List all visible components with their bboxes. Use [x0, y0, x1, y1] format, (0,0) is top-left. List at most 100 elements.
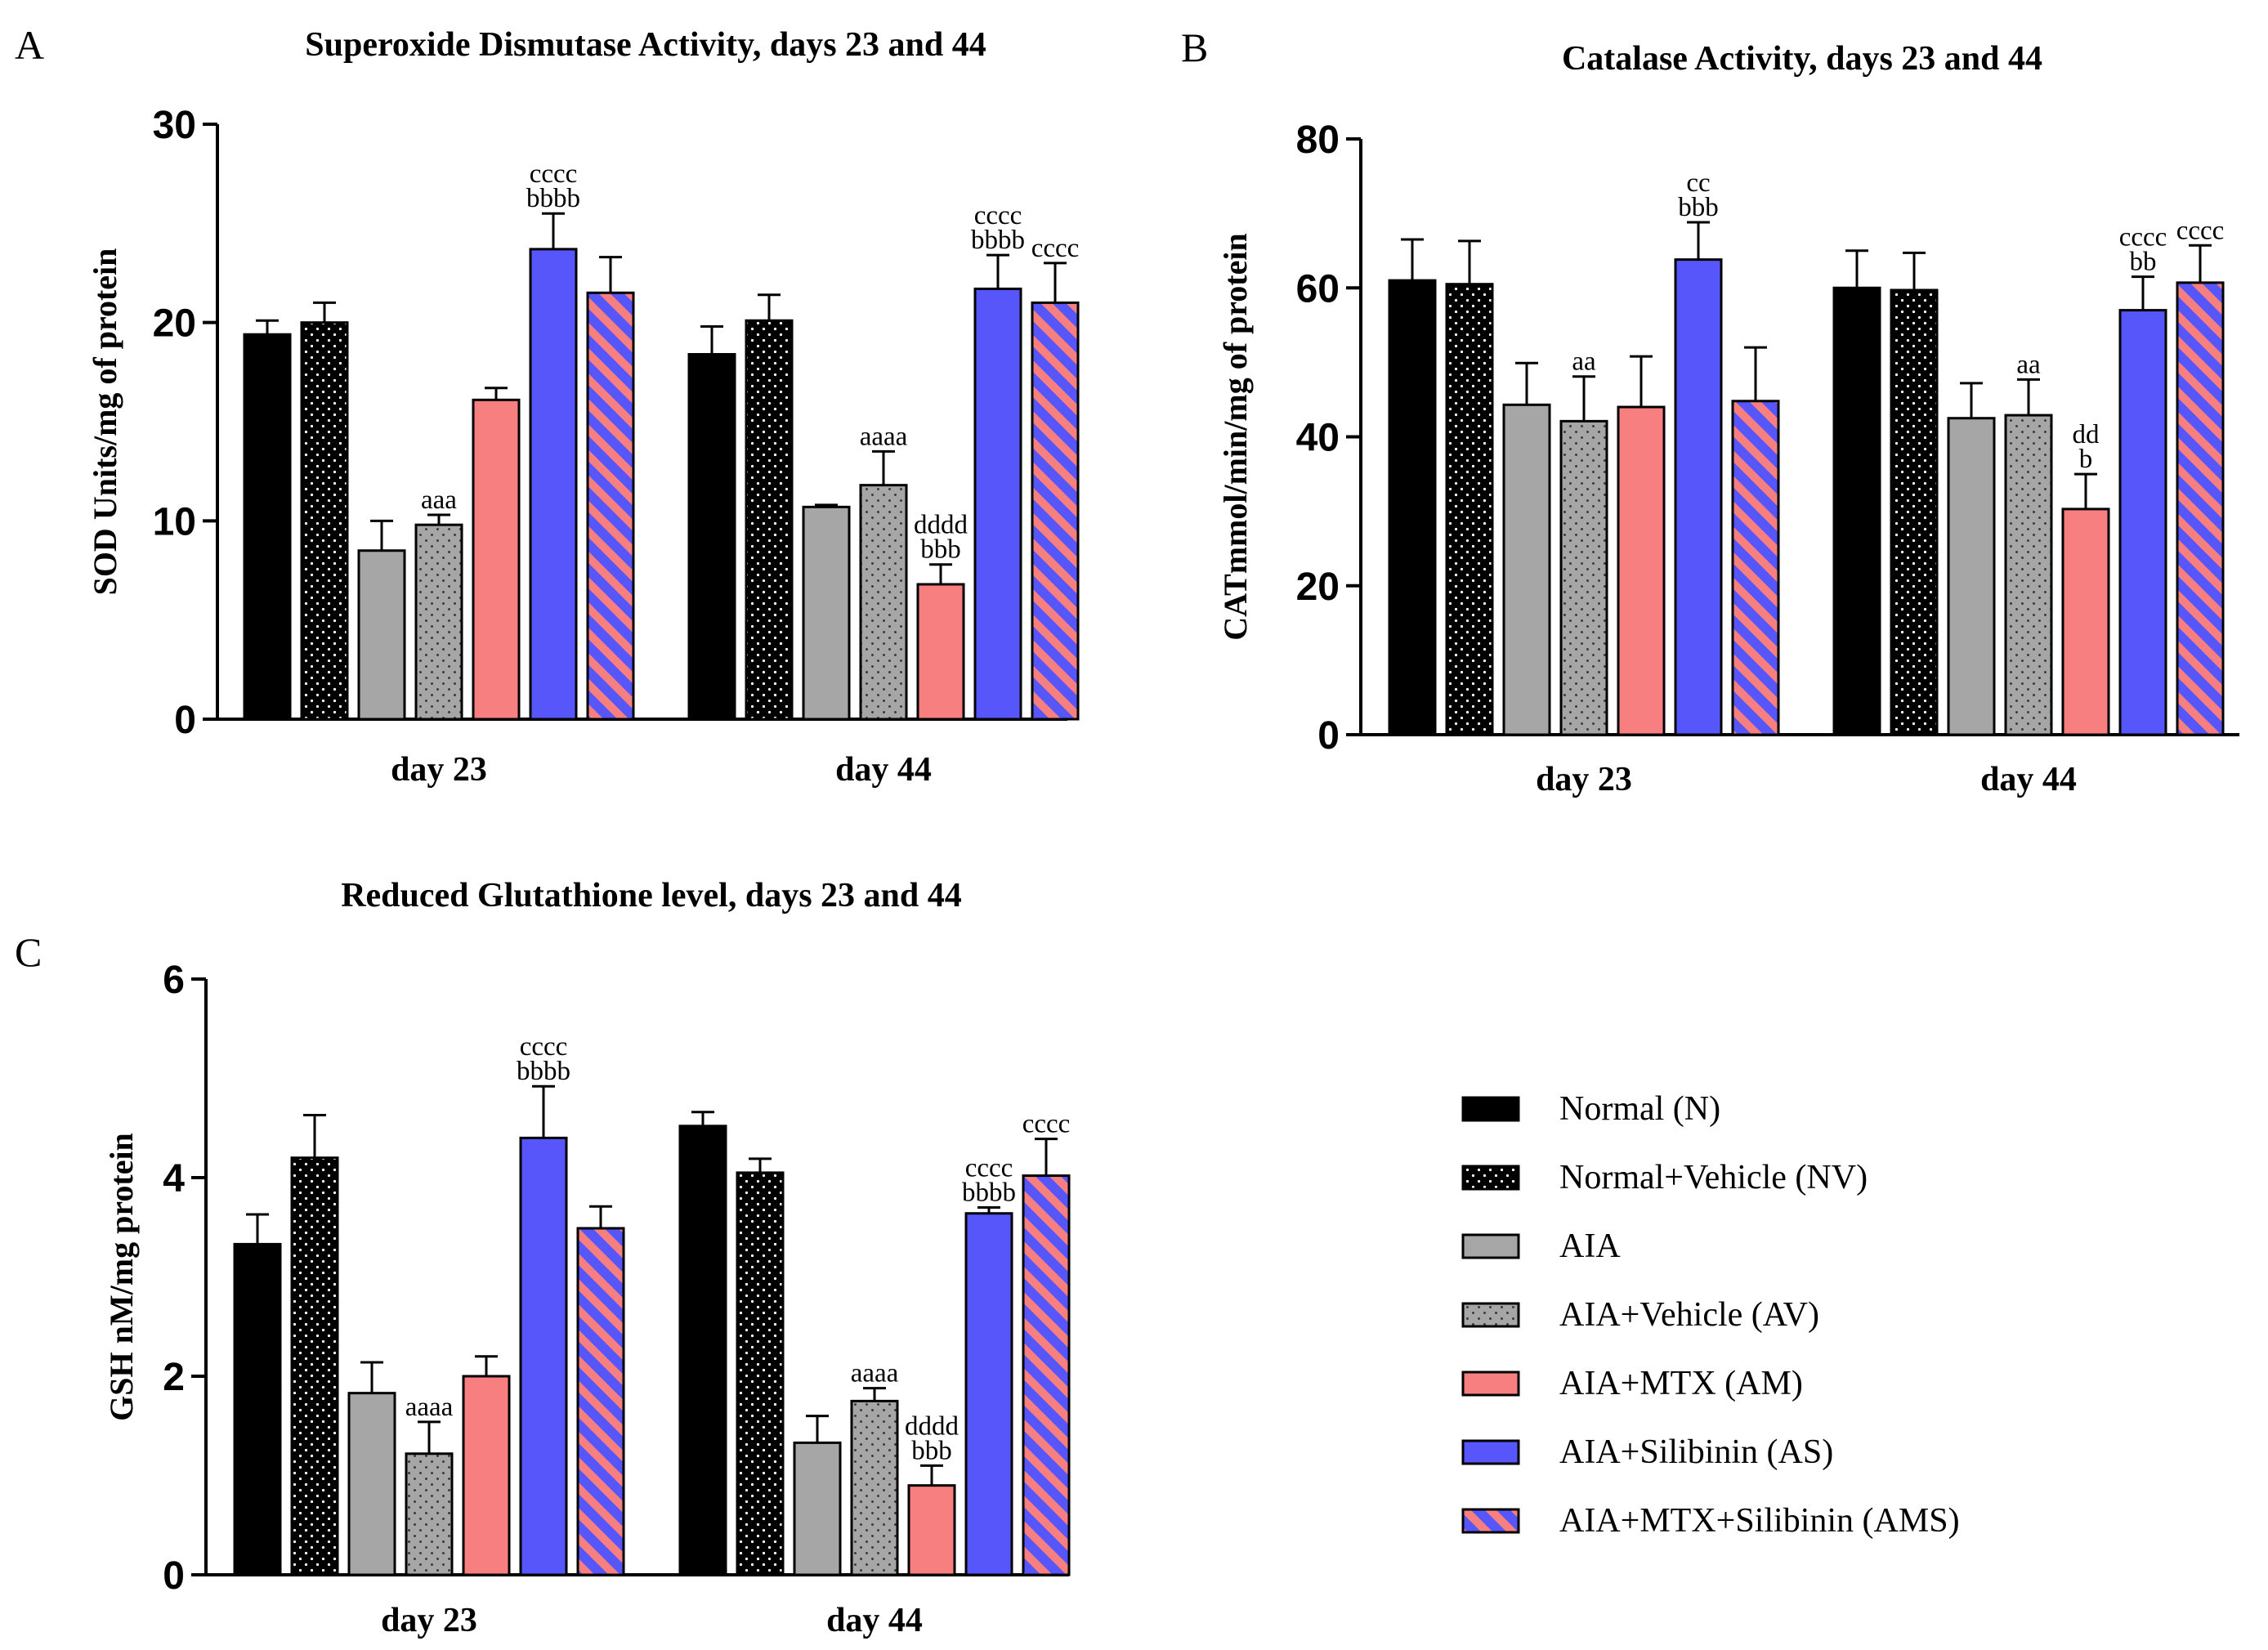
y-tick-label: 20 — [153, 302, 196, 346]
legend-swatch-aia-mtx-am — [1461, 1371, 1520, 1397]
chart-title: Catalase Activity, days 23 and 44 — [1562, 40, 2042, 78]
y-tick-label: 80 — [1296, 118, 1340, 162]
significance-label: bbbb — [971, 226, 1025, 255]
y-tick-label: 20 — [1296, 566, 1340, 609]
bar-aia-mtx-am-day-44 — [907, 1484, 956, 1576]
bar-aia-mtx-silibinin-ams-day-44 — [2176, 281, 2225, 736]
legend-label: AIA+Vehicle (AV) — [1559, 1296, 1819, 1334]
y-axis-label: CATmmol/min/mg of protein — [1217, 233, 1254, 641]
x-category-label: day 44 — [1980, 761, 2077, 798]
y-tick-label: 60 — [1296, 267, 1340, 311]
bar-normal-n-day-44 — [1832, 286, 1881, 736]
y-tick-label: 0 — [163, 1554, 185, 1598]
sod-chart: Superoxide Dismutase Activity, days 23 a… — [87, 26, 1080, 789]
legend-label: AIA+Silibinin (AS) — [1559, 1433, 1833, 1471]
bar-normal-vehicle-nv-day-23 — [290, 1156, 339, 1576]
bar-aia-day-23 — [1502, 403, 1551, 736]
significance-label: cccc — [2119, 223, 2167, 253]
bar-aia-silibinin-as-day-23 — [1674, 258, 1723, 736]
bar-aia-mtx-silibinin-ams-day-44 — [1022, 1174, 1071, 1576]
significance-label: aa — [2016, 350, 2041, 379]
bar-normal-vehicle-nv-day-23 — [1445, 283, 1494, 736]
bar-aia-day-44 — [793, 1441, 842, 1576]
y-tick-label: 0 — [174, 699, 196, 742]
significance-label: cc — [1686, 168, 1710, 198]
significance-label: cccc — [1022, 1110, 1071, 1139]
significance-label: aaaa — [860, 422, 908, 451]
bar-normal-vehicle-nv-day-44 — [745, 319, 794, 721]
y-tick-label: 6 — [163, 959, 185, 1002]
legend-swatch-normal-vehicle-nv — [1461, 1165, 1520, 1191]
bar-aia-silibinin-as-day-44 — [973, 287, 1022, 721]
y-tick-label: 0 — [1317, 714, 1340, 758]
bar-aia-day-23 — [357, 549, 406, 721]
significance-label: aaaa — [405, 1393, 454, 1422]
gsh-chart: Reduced Glutathione level, days 23 and 4… — [103, 877, 1071, 1639]
y-tick-label: 2 — [163, 1356, 185, 1399]
legend-label: Normal+Vehicle (NV) — [1559, 1159, 1868, 1196]
bar-aia-vehicle-av-day-23 — [414, 523, 463, 721]
significance-label: bb — [2130, 248, 2157, 277]
legend-label: AIA — [1559, 1227, 1621, 1265]
significance-label: aaa — [421, 485, 457, 515]
bar-aia-vehicle-av-day-44 — [859, 484, 908, 721]
x-category-label: day 23 — [391, 751, 487, 789]
bar-aia-mtx-silibinin-ams-day-23 — [576, 1227, 625, 1576]
y-tick-label: 4 — [163, 1157, 185, 1201]
bar-aia-mtx-silibinin-ams-day-44 — [1031, 301, 1080, 721]
legend-swatch-normal-n — [1461, 1096, 1520, 1122]
bar-aia-silibinin-as-day-23 — [519, 1136, 568, 1576]
bar-aia-silibinin-as-day-44 — [964, 1212, 1013, 1576]
x-category-label: day 44 — [826, 1602, 923, 1639]
legend-swatch-aia-mtx-silibinin-ams — [1461, 1508, 1520, 1534]
bar-normal-n-day-23 — [243, 333, 292, 721]
significance-label: cccc — [530, 159, 578, 189]
x-category-label: day 44 — [835, 751, 932, 789]
significance-label: bbb — [1678, 193, 1719, 222]
legend-swatch-aia — [1461, 1233, 1520, 1259]
bar-aia-vehicle-av-day-23 — [1559, 419, 1608, 736]
bar-normal-vehicle-nv-day-44 — [736, 1171, 785, 1576]
significance-label: cccc — [1031, 234, 1080, 263]
panel-letter-c: C — [15, 929, 42, 975]
chart-title: Superoxide Dismutase Activity, days 23 a… — [305, 26, 986, 64]
y-tick-label: 30 — [153, 104, 196, 147]
bar-normal-n-day-44 — [678, 1125, 727, 1576]
bar-normal-n-day-23 — [1388, 279, 1437, 736]
bar-normal-n-day-23 — [233, 1242, 282, 1576]
bar-normal-n-day-44 — [687, 352, 736, 721]
significance-label: bbb — [911, 1436, 952, 1465]
significance-label: bbbb — [526, 184, 580, 213]
legend-label: Normal (N) — [1559, 1090, 1720, 1128]
significance-label: dddd — [905, 1411, 960, 1441]
bar-aia-mtx-am-day-44 — [2061, 508, 2110, 736]
significance-label: b — [2079, 445, 2093, 474]
significance-label: bbb — [920, 535, 961, 565]
significance-label: bbbb — [517, 1057, 570, 1086]
x-category-label: day 23 — [381, 1602, 477, 1639]
significance-label: cccc — [520, 1032, 568, 1062]
bar-aia-silibinin-as-day-44 — [2118, 309, 2167, 736]
bar-aia-day-23 — [347, 1392, 396, 1576]
bar-aia-mtx-am-day-23 — [472, 398, 521, 721]
bar-aia-day-44 — [1947, 417, 1996, 736]
bar-aia-mtx-silibinin-ams-day-23 — [586, 291, 635, 721]
bar-aia-vehicle-av-day-23 — [405, 1452, 454, 1576]
legend-swatch-aia-silibinin-as — [1461, 1439, 1520, 1465]
legend-label: AIA+MTX (AM) — [1559, 1365, 1803, 1402]
legend-swatch-aia-vehicle-av — [1461, 1302, 1520, 1328]
significance-label: cccc — [974, 201, 1022, 230]
chart-title: Reduced Glutathione level, days 23 and 4… — [341, 877, 962, 914]
x-category-label: day 23 — [1536, 761, 1632, 798]
bar-aia-silibinin-as-day-23 — [529, 248, 578, 721]
bar-aia-mtx-am-day-44 — [916, 583, 965, 721]
catalase-chart: Catalase Activity, days 23 and 44 CATmmol… — [1217, 40, 2239, 798]
y-tick-label: 40 — [1296, 417, 1340, 460]
y-axis-label: SOD Units/mg of protein — [87, 248, 123, 596]
panel-letter-b: B — [1181, 25, 1208, 70]
legend: Normal (N) Normal+Vehicle (NV) AIA AIA+Vehi… — [1461, 1090, 1960, 1540]
bar-aia-vehicle-av-day-44 — [850, 1399, 899, 1576]
panel-letter-a: A — [15, 22, 44, 68]
y-axis-label: GSH nM/mg protein — [103, 1133, 140, 1421]
